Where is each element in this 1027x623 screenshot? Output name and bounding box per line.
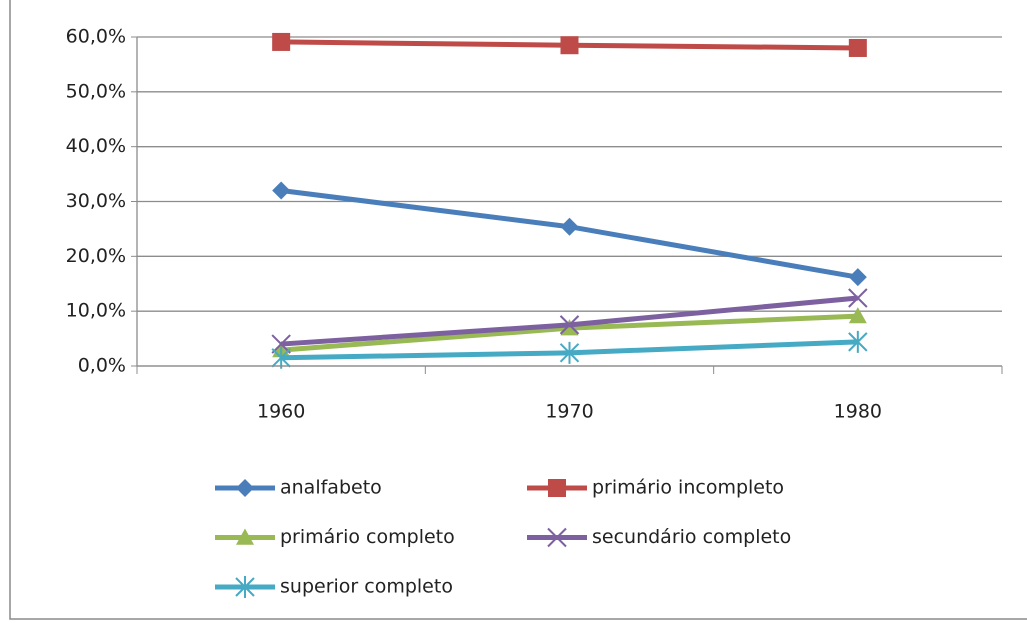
marker [560,217,579,236]
legend-label: secundário completo [592,526,791,548]
x-tick-label: 1960 [257,401,305,423]
legend-marker [236,528,254,545]
legend-marker [547,527,567,548]
x-tick-label: 1980 [834,401,882,423]
legend-marker [548,479,566,497]
marker [559,315,580,335]
legend-marker [236,479,254,497]
y-tick-label: 50,0% [66,80,126,102]
marker [848,268,867,287]
y-tick-label: 60,0% [66,26,126,48]
marker [271,346,291,369]
marker [272,181,291,200]
legend-label: primário completo [280,526,455,548]
chart-frame [9,0,1027,620]
y-tick-label: 20,0% [66,245,126,267]
legend-label: primário incompleto [592,477,784,499]
marker [560,36,579,55]
marker [848,38,867,57]
marker [848,330,868,353]
marker [848,288,868,308]
legend-label: superior completo [280,576,453,598]
marker [848,307,867,324]
marker [559,341,580,364]
marker [272,32,291,51]
y-tick-label: 0,0% [78,355,126,377]
marker [271,334,291,354]
x-tick-label: 1970 [545,401,593,423]
legend-marker [235,576,255,598]
y-tick-label: 40,0% [66,135,126,157]
legend-label: analfabeto [280,477,382,499]
y-tick-label: 30,0% [66,190,126,212]
y-tick-label: 10,0% [66,300,126,322]
